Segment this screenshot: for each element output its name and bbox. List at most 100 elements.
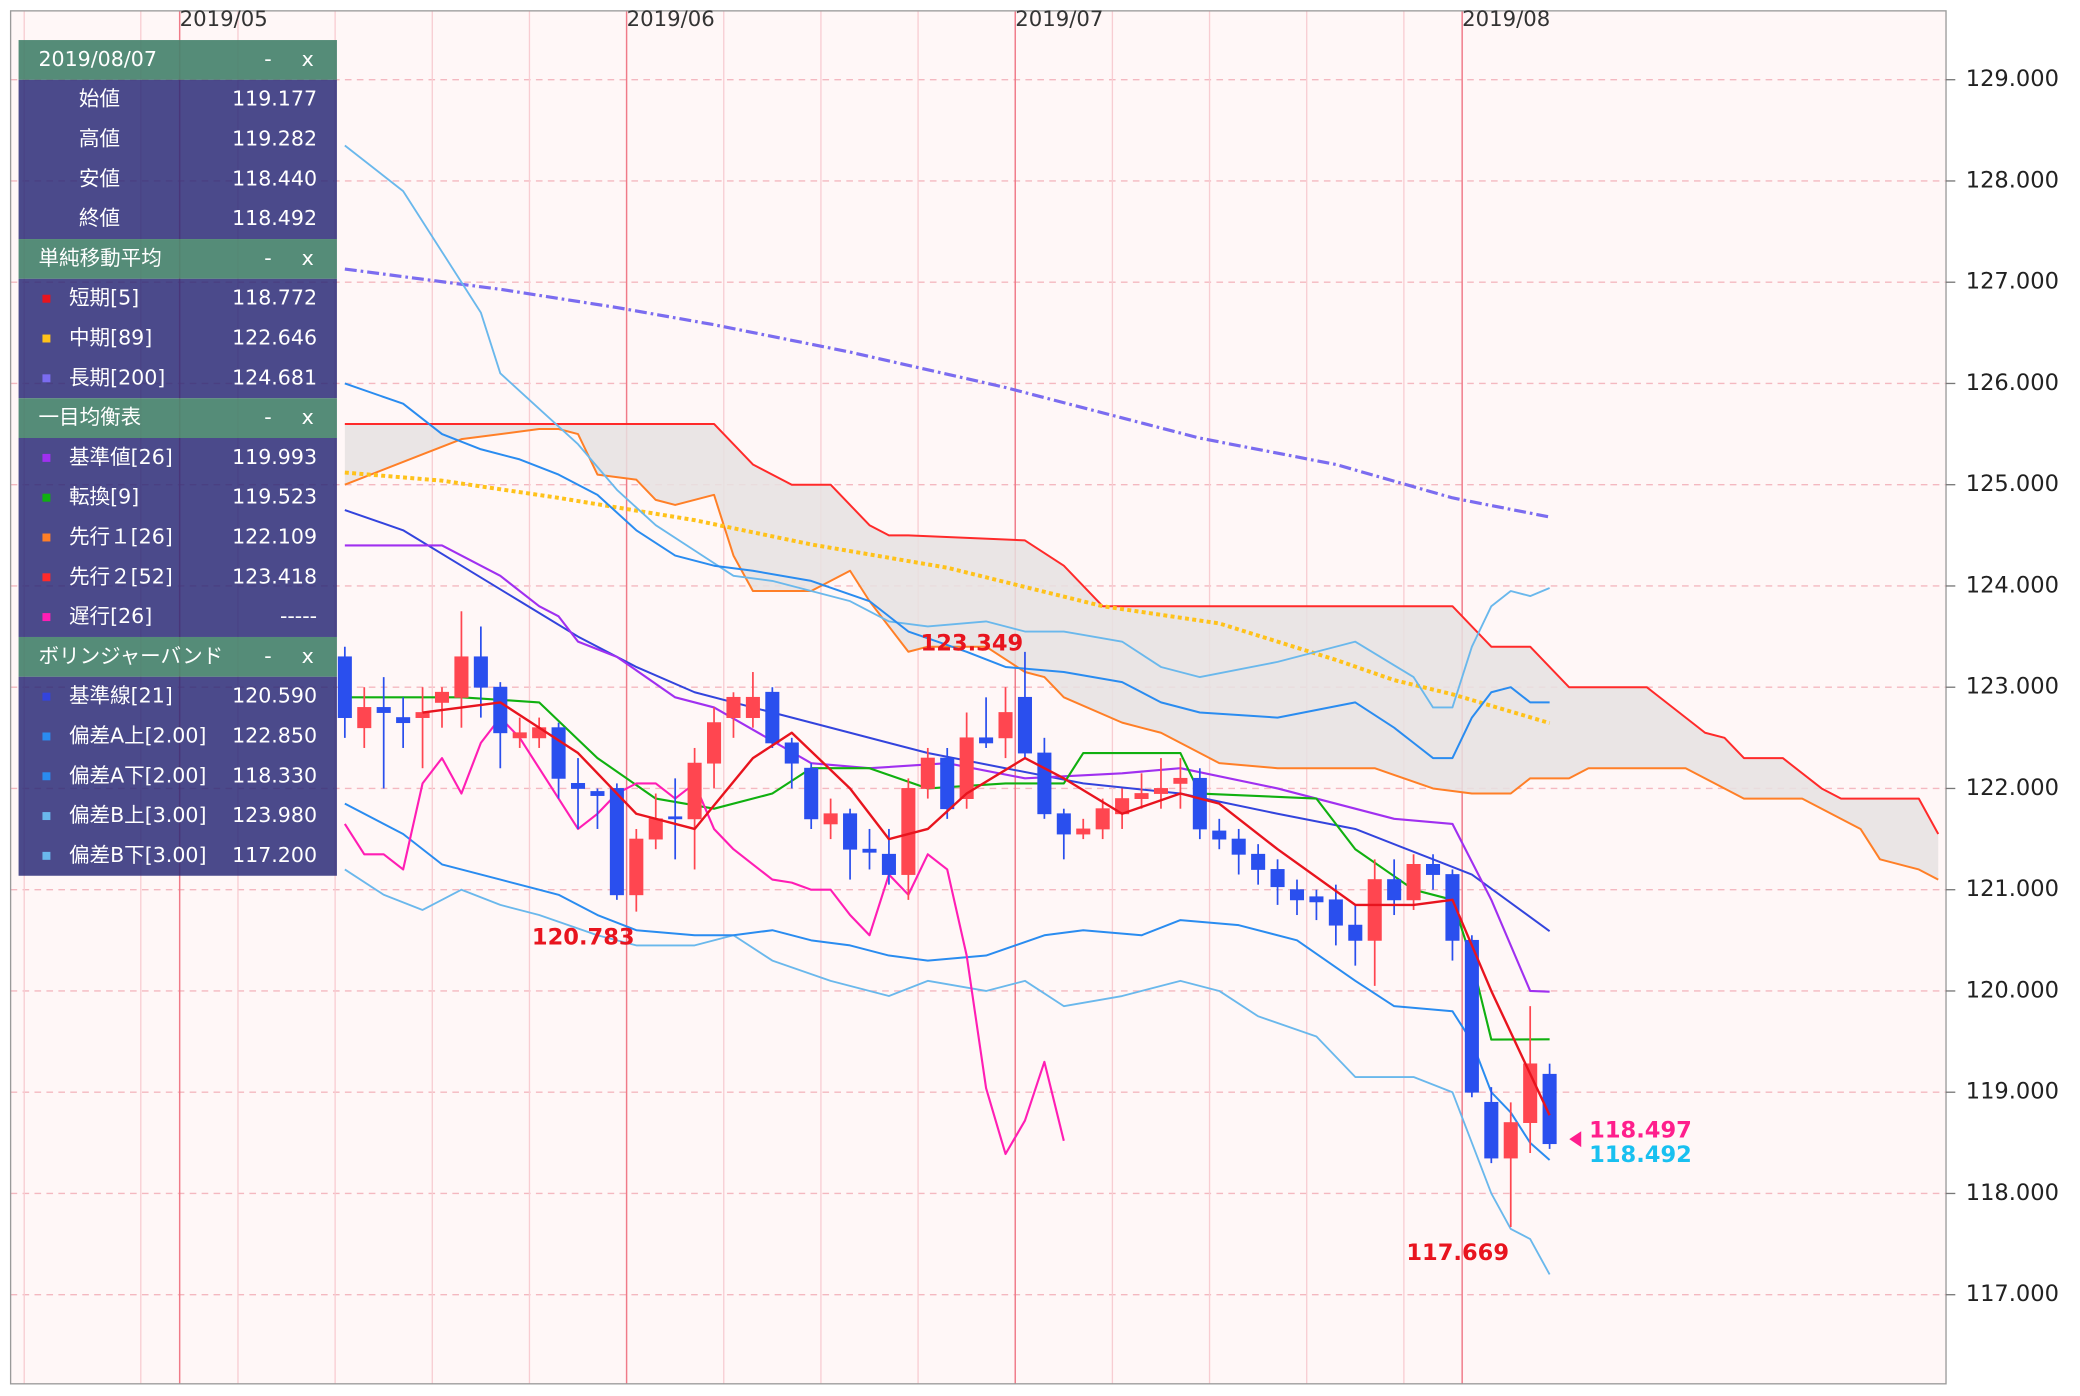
cloud-fill [344,423,1939,880]
color-dot [42,334,51,343]
candle-body [629,838,644,896]
panel-value: 124.681 [232,365,317,389]
close-button[interactable]: x [302,405,314,429]
candle-body [804,767,819,820]
candle-body [434,691,450,703]
indicator-layer [343,144,1940,1275]
panel-label: 終値 [79,206,120,230]
panel-value: ----- [280,604,317,628]
candle-body [1095,808,1110,830]
minimize-button[interactable]: - [264,644,271,668]
panel-body [18,79,337,240]
indicator-line [344,267,1550,519]
panel-header [18,636,337,677]
candle-body [376,707,391,713]
indicator-line [344,382,1550,760]
plot-border [9,10,1947,1385]
y-tick-label: 119.000 [1966,1079,2059,1105]
panel-value: 119.523 [232,485,317,509]
panel-body [18,676,337,876]
candle-body [920,757,935,789]
candle-body [493,686,508,734]
candle-body [357,707,372,729]
candle-body [1231,838,1246,855]
indicator-line [344,696,1550,1041]
indicator-line [344,868,1551,1275]
candle-body [862,848,877,853]
candle-body [823,813,838,825]
candle-layer [337,611,1557,1227]
high-low-label: 123.349 [921,630,1024,656]
legend-panel: 2019/08/07 - x 始値 119.177 高値 119.282 安値 118.440 終… [18,40,337,876]
panel-label: 基準値[26] [69,445,173,469]
indicator-line [344,802,1551,1161]
candle-body [1076,828,1091,835]
panel-value: 122.646 [232,326,317,350]
candle-body [1153,788,1169,794]
candle-body [881,853,896,875]
color-dot [42,613,51,622]
panel-label: 偏差A上[2.00] [69,723,206,747]
panel-value: 118.772 [232,286,317,310]
high-low-label: 117.669 [1406,1240,1509,1266]
color-dot [42,573,51,582]
x-tick-label: 2019/08 [1462,7,1550,32]
close-button[interactable]: x [302,47,314,71]
close-button[interactable]: x [302,246,314,270]
close-button[interactable]: x [302,644,314,668]
panel-label: 始値 [79,87,120,111]
indicator-line [422,701,1551,1116]
panel-title: 単純移動平均 [38,246,161,270]
candle-body [1289,889,1305,901]
candle-body [687,762,702,820]
panel-label: 短期[5] [69,286,139,310]
color-dot [42,851,51,860]
y-tick-label: 125.000 [1966,471,2059,497]
color-dot [42,812,51,821]
candle-body [1328,899,1343,926]
candle-body [1387,879,1402,901]
x-tick-label: 2019/05 [180,7,268,32]
y-tick-label: 120.000 [1966,977,2059,1003]
indicator-line [344,509,1551,933]
minimize-button[interactable]: - [264,405,271,429]
candle-body [745,696,760,718]
panel-header [18,40,337,80]
y-tick-label: 122.000 [1966,775,2059,801]
candle-body [1056,813,1071,835]
panel-value: 123.980 [232,803,317,827]
candle-body [570,783,586,789]
candle-body [1251,853,1266,870]
color-dot [42,772,51,781]
candle-body [726,696,741,718]
y-tick-label: 128.000 [1966,167,2059,193]
candle-body [1192,777,1207,830]
x-tick-label: 2019/06 [627,7,715,32]
candle-body [1017,696,1032,754]
candle-body [843,813,858,850]
panel-title: 2019/08/07 [38,47,156,71]
y-tick-label: 124.000 [1966,572,2059,598]
candle-body [590,791,605,796]
panel-label: 高値 [79,127,120,151]
candle-body [1037,752,1052,815]
color-dot [42,533,51,542]
color-dot [42,374,51,383]
candle-body [609,788,624,896]
minimize-button[interactable]: - [264,246,271,270]
panel-label: 安値 [79,166,120,190]
panel-label: 長期[200] [69,365,165,389]
candle-body [998,712,1013,739]
minimize-button[interactable]: - [264,47,271,71]
y-tick-label: 126.000 [1966,370,2059,396]
candle-body [512,732,527,739]
candle-body [1503,1122,1518,1159]
panel-title: 一目均衡表 [38,405,141,429]
candle-body [648,818,663,840]
candle-body [959,737,974,799]
y-tick-label: 129.000 [1966,66,2059,92]
panel-label: 中期[89] [69,326,152,350]
panel-title: ボリンジャーバンド [38,644,223,668]
